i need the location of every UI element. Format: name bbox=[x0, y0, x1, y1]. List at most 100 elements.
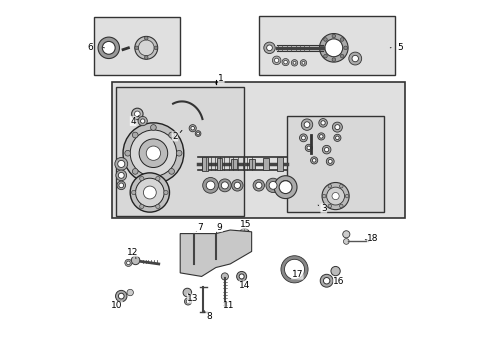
Text: 5: 5 bbox=[397, 42, 403, 51]
Circle shape bbox=[143, 186, 156, 199]
Circle shape bbox=[301, 136, 305, 140]
Circle shape bbox=[132, 132, 138, 138]
Circle shape bbox=[138, 116, 147, 126]
Circle shape bbox=[335, 136, 339, 140]
Circle shape bbox=[323, 54, 326, 58]
Circle shape bbox=[144, 36, 148, 40]
Circle shape bbox=[236, 271, 246, 282]
Circle shape bbox=[118, 161, 124, 167]
Circle shape bbox=[231, 180, 243, 191]
Text: 17: 17 bbox=[291, 270, 303, 279]
Circle shape bbox=[272, 56, 281, 64]
Circle shape bbox=[150, 125, 156, 130]
Text: 10: 10 bbox=[111, 301, 122, 310]
Circle shape bbox=[268, 181, 276, 189]
Circle shape bbox=[154, 46, 157, 50]
Circle shape bbox=[292, 62, 295, 64]
Circle shape bbox=[242, 231, 246, 236]
Circle shape bbox=[131, 108, 143, 120]
Bar bbox=[263, 158, 268, 170]
Circle shape bbox=[343, 46, 346, 50]
Circle shape bbox=[196, 132, 199, 135]
Text: 4: 4 bbox=[130, 117, 136, 126]
Circle shape bbox=[351, 55, 358, 62]
Circle shape bbox=[195, 131, 201, 136]
Circle shape bbox=[127, 289, 133, 296]
Circle shape bbox=[334, 125, 339, 130]
Circle shape bbox=[300, 60, 306, 66]
Circle shape bbox=[331, 193, 339, 200]
Circle shape bbox=[266, 45, 272, 51]
Circle shape bbox=[318, 118, 326, 127]
Circle shape bbox=[115, 291, 127, 302]
Circle shape bbox=[325, 157, 333, 165]
Circle shape bbox=[190, 126, 194, 130]
Bar bbox=[216, 158, 222, 170]
Circle shape bbox=[212, 255, 219, 262]
Circle shape bbox=[322, 145, 330, 154]
Circle shape bbox=[279, 181, 291, 194]
Circle shape bbox=[340, 38, 343, 41]
Circle shape bbox=[342, 231, 349, 238]
Text: 1: 1 bbox=[218, 74, 224, 83]
Circle shape bbox=[221, 182, 228, 189]
Circle shape bbox=[265, 178, 280, 193]
Circle shape bbox=[283, 60, 287, 64]
Circle shape bbox=[186, 300, 189, 303]
Circle shape bbox=[331, 34, 335, 38]
Circle shape bbox=[102, 41, 115, 54]
Circle shape bbox=[323, 278, 329, 284]
Circle shape bbox=[206, 181, 214, 190]
Circle shape bbox=[176, 150, 182, 156]
Circle shape bbox=[234, 182, 240, 189]
Circle shape bbox=[123, 123, 183, 184]
Circle shape bbox=[322, 194, 325, 198]
Circle shape bbox=[168, 132, 174, 138]
Circle shape bbox=[280, 180, 290, 190]
Circle shape bbox=[255, 182, 262, 189]
Circle shape bbox=[305, 144, 312, 152]
Circle shape bbox=[139, 139, 167, 167]
Circle shape bbox=[130, 130, 176, 176]
Bar bbox=[248, 159, 254, 169]
Circle shape bbox=[320, 274, 332, 287]
Circle shape bbox=[163, 190, 168, 195]
Circle shape bbox=[146, 146, 160, 160]
Circle shape bbox=[284, 259, 304, 279]
Circle shape bbox=[320, 46, 323, 50]
Circle shape bbox=[317, 133, 324, 140]
Text: 7: 7 bbox=[197, 222, 203, 231]
Text: 16: 16 bbox=[333, 277, 344, 286]
Circle shape bbox=[274, 58, 278, 63]
Bar bbox=[116, 87, 244, 216]
Text: 2: 2 bbox=[172, 132, 177, 141]
Circle shape bbox=[291, 60, 297, 66]
Circle shape bbox=[263, 42, 275, 54]
Circle shape bbox=[118, 172, 124, 178]
Circle shape bbox=[324, 148, 328, 152]
Circle shape bbox=[324, 39, 342, 57]
Circle shape bbox=[135, 178, 164, 207]
Circle shape bbox=[306, 146, 310, 150]
Bar bbox=[112, 82, 405, 217]
Circle shape bbox=[253, 180, 264, 191]
Circle shape bbox=[274, 176, 296, 199]
Bar bbox=[258, 16, 394, 75]
Circle shape bbox=[345, 194, 348, 198]
Circle shape bbox=[302, 62, 304, 64]
Bar bbox=[202, 157, 207, 171]
Circle shape bbox=[319, 33, 347, 62]
Circle shape bbox=[155, 176, 160, 181]
Circle shape bbox=[117, 181, 125, 190]
Circle shape bbox=[124, 259, 132, 266]
Text: 11: 11 bbox=[222, 301, 234, 310]
Circle shape bbox=[299, 134, 307, 142]
Circle shape bbox=[239, 229, 249, 239]
Bar bbox=[230, 159, 236, 169]
Circle shape bbox=[218, 179, 231, 192]
Circle shape bbox=[339, 204, 343, 208]
Bar bbox=[94, 18, 180, 75]
Circle shape bbox=[333, 134, 340, 141]
Circle shape bbox=[327, 204, 331, 208]
Circle shape bbox=[343, 239, 348, 244]
